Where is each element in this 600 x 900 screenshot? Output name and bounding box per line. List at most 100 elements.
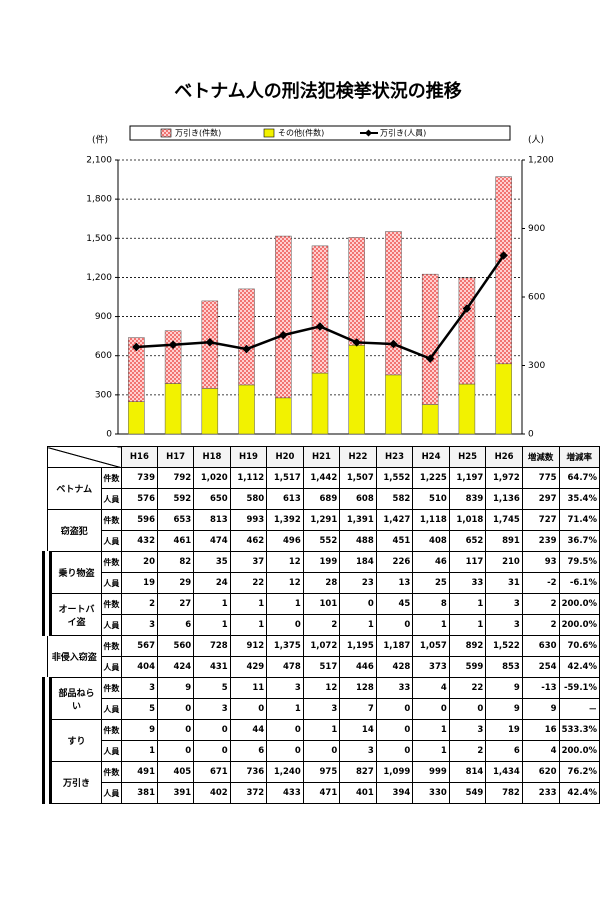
table-cell: 372 bbox=[229, 782, 268, 804]
measure-label: 件数 bbox=[100, 593, 122, 615]
bar-segment bbox=[348, 345, 365, 435]
table-container: H16 H17 H18 H19 H20 H21 H22 H23 H24 H25 H26 増減数 増減率ベ… bbox=[41, 446, 600, 804]
table-cell: 1,291 bbox=[302, 509, 341, 531]
table-cell: 775 bbox=[521, 467, 560, 489]
table-cell: 1,020 bbox=[193, 467, 231, 489]
table-cell: 1 bbox=[120, 740, 159, 762]
table-cell: 608 bbox=[339, 488, 377, 510]
table-cell: 474 bbox=[193, 530, 231, 552]
bar-segment bbox=[495, 363, 512, 435]
table-cell: 5 bbox=[193, 677, 231, 699]
column-header: H23 bbox=[375, 446, 414, 468]
chart: ベトナム人の刑法犯検挙状況の推移 (件) (人) 0 300 600 900 1,200… bbox=[86, 80, 554, 440]
table-cell: 428 bbox=[375, 656, 414, 678]
table-cell: 0 bbox=[266, 740, 304, 762]
measure-label: 件数 bbox=[100, 467, 122, 489]
table-cell: 552 bbox=[302, 530, 341, 552]
table-cell: 2 bbox=[120, 593, 159, 615]
line-marker bbox=[315, 322, 325, 331]
table-cell: 3 bbox=[302, 698, 341, 720]
table-cell: － bbox=[558, 698, 600, 720]
table-cell: 233 bbox=[521, 782, 560, 804]
row-label: 非侵入窃盗 bbox=[46, 635, 102, 678]
table-cell: 3 bbox=[266, 677, 304, 699]
bar-segment bbox=[275, 235, 292, 399]
table-row: ベトナム 件数 739 792 1,020 1,112 1,517 1,442 1,507 1,5… bbox=[46, 467, 600, 510]
table-cell: 330 bbox=[412, 782, 450, 804]
column-header: H18 bbox=[193, 446, 231, 468]
table-cell: 3 bbox=[339, 740, 377, 762]
table-row: オートバイ盗 件数 2 27 1 1 1 101 0 45 8 1 3 2 200.0% bbox=[41, 593, 600, 636]
table-cell: 5 bbox=[120, 698, 159, 720]
legend-swatch bbox=[160, 128, 172, 138]
table-cell: 0 bbox=[156, 740, 195, 762]
header-row: H16 H17 H18 H19 H20 H21 H22 H23 H24 H25 H26 増減数 増減率 bbox=[46, 446, 600, 468]
table-row: 人員 381 391 402 372 433 471 401 394 330 549 782 233 42… bbox=[47, 782, 600, 804]
table-cell: 226 bbox=[375, 551, 414, 573]
table-cell: 533.3% bbox=[558, 719, 600, 741]
y2-tick-label: 900 bbox=[528, 224, 545, 234]
bar-segment bbox=[385, 374, 402, 435]
table-cell: 0 bbox=[375, 698, 414, 720]
bar-segment bbox=[128, 337, 145, 402]
column-header: H22 bbox=[339, 446, 377, 468]
row-label: すり bbox=[41, 719, 102, 762]
table-cell: 592 bbox=[156, 488, 195, 510]
table-cell: 29 bbox=[156, 572, 195, 594]
table-row: 乗り物盗 件数 20 82 35 37 12 199 184 226 46 117 210 93 79.5% bbox=[41, 551, 600, 594]
table-cell: 14 bbox=[339, 719, 377, 741]
legend-swatch bbox=[263, 128, 275, 138]
legend-swatch bbox=[364, 129, 373, 137]
table-cell: -2 bbox=[521, 572, 560, 594]
y-tick-label: 900 bbox=[95, 312, 112, 322]
bar-segment bbox=[275, 397, 292, 435]
table-cell: 1 bbox=[229, 593, 268, 615]
table-cell: 33 bbox=[448, 572, 487, 594]
table-cell: 117 bbox=[448, 551, 487, 573]
table-row: 人員 404 424 431 429 478 517 446 428 373 599 853 254 42… bbox=[47, 656, 600, 678]
table-cell: 1,197 bbox=[448, 467, 487, 489]
table-cell: 93 bbox=[521, 551, 560, 573]
table-cell: 496 bbox=[266, 530, 304, 552]
table-cell: 35.4% bbox=[558, 488, 600, 510]
table-cell: 82 bbox=[156, 551, 195, 573]
table-cell: 7 bbox=[339, 698, 377, 720]
table-cell: 620 bbox=[521, 761, 560, 783]
table-cell: 45 bbox=[375, 593, 414, 615]
table-cell: 451 bbox=[375, 530, 414, 552]
table-cell: 22 bbox=[448, 677, 487, 699]
y-tick-label: 1,200 bbox=[86, 273, 112, 283]
measure-label: 人員 bbox=[100, 656, 122, 678]
table-cell: 16 bbox=[521, 719, 560, 741]
legend-label: 万引き(件数) bbox=[175, 128, 221, 138]
table-cell: 827 bbox=[339, 761, 377, 783]
table-cell: 35 bbox=[193, 551, 231, 573]
table-cell: 1,391 bbox=[339, 509, 377, 531]
table-cell: 739 bbox=[120, 467, 159, 489]
table-cell: 1,375 bbox=[266, 635, 304, 657]
table-cell: 517 bbox=[302, 656, 341, 678]
line-marker bbox=[425, 354, 435, 363]
table-cell: 560 bbox=[156, 635, 195, 657]
table-cell: 37 bbox=[229, 551, 268, 573]
y2-tick-label: 600 bbox=[528, 293, 545, 303]
table-row: 人員 1 0 0 6 0 0 3 0 1 2 6 4 200.0% bbox=[47, 740, 600, 762]
table-cell: 0 bbox=[266, 614, 304, 636]
table-cell: 408 bbox=[412, 530, 450, 552]
table-cell: 3 bbox=[120, 677, 159, 699]
bar-segment bbox=[385, 231, 402, 376]
y2-tick-label: 1,200 bbox=[528, 156, 554, 166]
table-cell: 19 bbox=[485, 719, 523, 741]
table-row: 人員 3 6 1 1 0 2 1 0 1 1 3 2 200.0% bbox=[47, 614, 600, 636]
table-cell: 689 bbox=[302, 488, 341, 510]
table-cell: 210 bbox=[485, 551, 523, 573]
table-cell: 36.7% bbox=[558, 530, 600, 552]
table-cell: 1,972 bbox=[485, 467, 523, 489]
table-cell: -59.1% bbox=[558, 677, 600, 699]
table-cell: 254 bbox=[521, 656, 560, 678]
table-cell: 1,136 bbox=[485, 488, 523, 510]
table-cell: 650 bbox=[193, 488, 231, 510]
table-cell: 9 bbox=[120, 719, 159, 741]
table-cell: 12 bbox=[266, 572, 304, 594]
measure-label: 人員 bbox=[100, 614, 122, 636]
